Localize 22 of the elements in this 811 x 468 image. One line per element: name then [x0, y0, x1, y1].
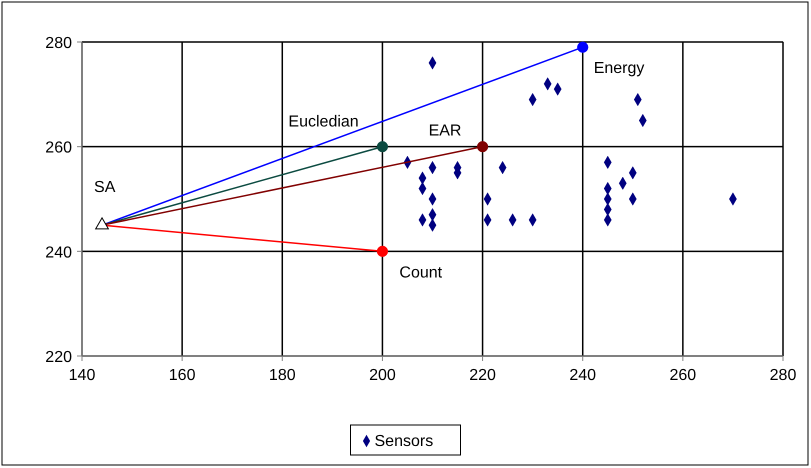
y-tick-label: 260 — [45, 140, 72, 157]
x-tick-label: 160 — [168, 367, 196, 384]
x-tick-label: 260 — [670, 367, 696, 384]
annotation: SA — [94, 179, 116, 196]
x-tick-label: 180 — [268, 367, 296, 384]
annotation: EAR — [428, 122, 462, 140]
x-tick-label: 240 — [569, 367, 596, 384]
annotation: Count — [399, 264, 443, 282]
point — [476, 141, 488, 152]
x-tick-label: 220 — [469, 367, 496, 384]
y-tick-label: 280 — [45, 35, 72, 52]
y-tick-label: 220 — [45, 349, 72, 366]
point — [376, 246, 388, 257]
x-tick-label: 140 — [68, 367, 96, 384]
x-tick-label: 200 — [369, 367, 396, 384]
point — [376, 141, 388, 152]
point — [577, 42, 588, 53]
annotation: Energy — [594, 60, 644, 78]
y-tick-label: 240 — [45, 244, 72, 262]
legend-label: Sensors — [374, 433, 434, 450]
x-tick-label: 280 — [770, 367, 796, 384]
annotation: Eucledian — [288, 114, 359, 131]
